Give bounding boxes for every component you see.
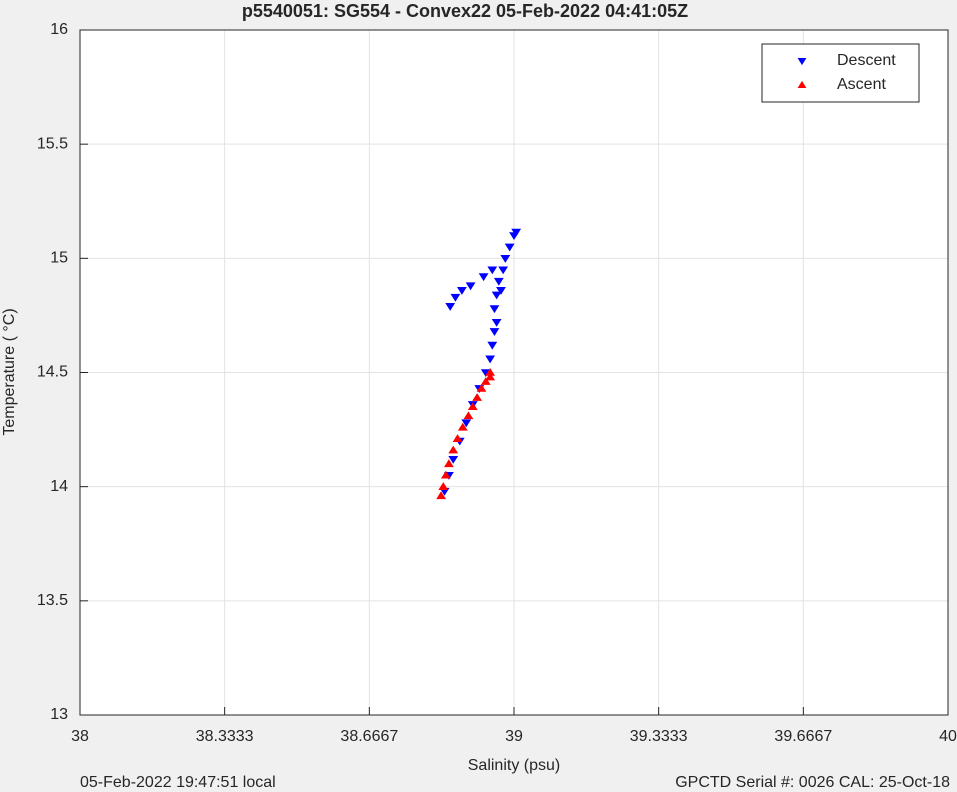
data-point — [478, 273, 489, 282]
data-point — [480, 377, 491, 385]
data-point — [493, 277, 504, 286]
x-tick-label: 39.6667 — [774, 728, 832, 745]
data-point — [489, 328, 500, 336]
plot-frame — [79, 29, 949, 716]
y-tick-label: 13 — [50, 706, 68, 723]
data-point — [489, 305, 500, 314]
data-point — [452, 434, 463, 443]
y-tick-label: 14.5 — [37, 364, 68, 381]
data-point — [476, 383, 487, 392]
y-tick-label: 13.5 — [37, 592, 68, 609]
legend-label: Ascent — [837, 76, 886, 93]
data-point — [485, 355, 496, 364]
x-axis-label: Salinity (psu) — [468, 757, 560, 774]
y-tick-label: 15.5 — [37, 135, 68, 152]
data-point — [496, 287, 506, 295]
chart-title: p5540051: SG554 - Convex22 05-Feb-2022 0… — [242, 1, 688, 21]
data-point — [445, 302, 456, 311]
x-tick-label: 38.6667 — [340, 728, 398, 745]
x-tick-label: 39.3333 — [630, 728, 688, 745]
y-tick-label: 15 — [50, 250, 68, 267]
data-point — [438, 482, 449, 490]
data-point — [461, 419, 472, 428]
data-point — [457, 422, 468, 431]
data-point — [457, 287, 467, 295]
x-tick-label: 38.3333 — [196, 728, 254, 745]
data-point — [463, 411, 474, 420]
x-tick-label: 38 — [71, 728, 89, 745]
data-point — [465, 282, 476, 291]
data-point — [491, 291, 502, 300]
footer-right: GPCTD Serial #: 0026 CAL: 25-Oct-18 — [675, 774, 950, 791]
data-point — [448, 455, 459, 464]
data-point — [472, 393, 483, 401]
y-tick-label: 14 — [50, 478, 68, 495]
data-point — [436, 491, 446, 500]
data-point — [485, 367, 496, 376]
data-point — [448, 445, 459, 454]
footer-left: 05-Feb-2022 19:47:51 local — [80, 774, 276, 791]
data-point — [443, 459, 454, 468]
data-point — [450, 293, 461, 302]
data-point — [440, 470, 451, 479]
data-point — [487, 266, 498, 275]
y-axis-label: Temperature ( °C) — [1, 308, 18, 435]
legend-label: Descent — [837, 52, 896, 69]
data-point — [500, 255, 511, 263]
legend-marker — [797, 80, 807, 88]
legend-box — [761, 43, 920, 103]
data-point — [487, 341, 498, 350]
data-point — [467, 402, 478, 411]
data-point — [491, 318, 502, 327]
data-point — [485, 372, 496, 381]
data-point — [504, 243, 515, 252]
legend-marker — [797, 58, 807, 66]
data-point — [498, 266, 509, 275]
x-tick-label: 40 — [939, 728, 957, 745]
y-tick-label: 16 — [50, 21, 68, 38]
x-tick-label: 39 — [505, 728, 523, 745]
data-point — [511, 228, 522, 237]
